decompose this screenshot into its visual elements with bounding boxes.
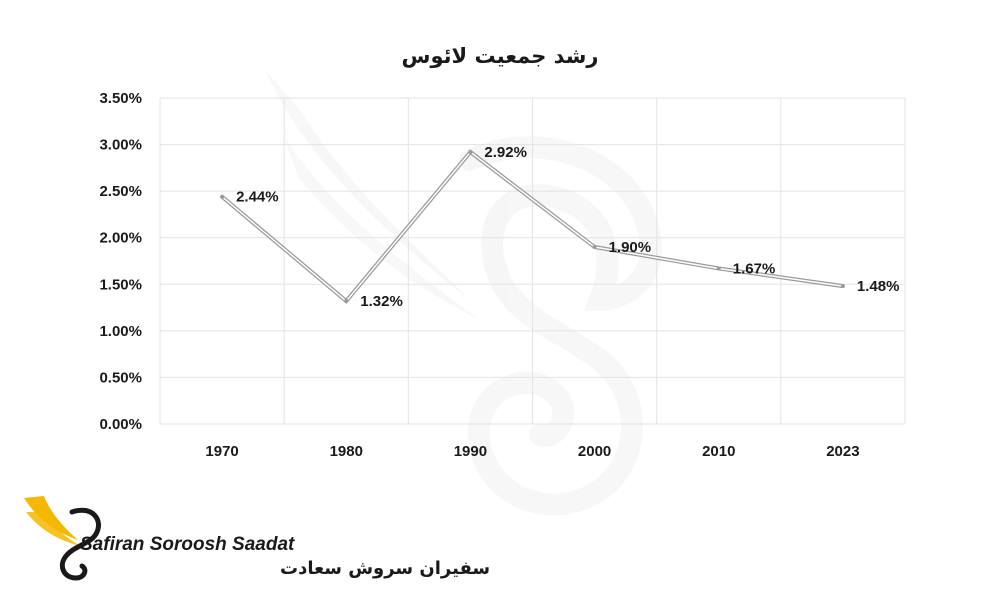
y-tick-label: 0.50% (99, 369, 142, 386)
x-tick-label: 1980 (330, 443, 363, 460)
data-label: 2.92% (484, 144, 527, 161)
data-label: 1.32% (360, 293, 403, 310)
brand-wing-icon (24, 496, 78, 540)
chart-title: رشد جمعیت لائوس (401, 44, 598, 68)
x-tick-label: 1990 (454, 443, 487, 460)
x-axis-ticks: 1970 1980 1990 2000 2010 2023 (205, 443, 859, 460)
brand-logo: Safiran Soroosh Saadat سفیران سروش سعادت (24, 496, 490, 581)
data-point (716, 266, 721, 271)
data-point (840, 284, 845, 289)
data-label: 2.44% (236, 189, 279, 206)
y-tick-label: 2.50% (99, 183, 142, 200)
brand-swan-icon (59, 507, 101, 581)
y-tick-label: 3.00% (99, 137, 142, 154)
brand-wing-icon (26, 512, 80, 546)
y-tick-label: 1.00% (99, 323, 142, 340)
watermark-bird-icon (265, 70, 662, 516)
x-tick-label: 2023 (826, 443, 859, 460)
data-label: 1.67% (733, 260, 776, 277)
data-label: 1.90% (609, 239, 652, 256)
x-tick-label: 2000 (578, 443, 611, 460)
y-tick-label: 3.50% (99, 90, 142, 107)
data-point (592, 245, 597, 250)
y-tick-label: 0.00% (99, 416, 142, 433)
data-point (220, 194, 225, 199)
data-labels: 2.44% 1.32% 2.92% 1.90% 1.67% 1.48% (236, 144, 899, 310)
y-tick-label: 2.00% (99, 230, 142, 247)
plot-grid (159, 97, 906, 425)
data-point (468, 150, 473, 155)
brand-name-fa: سفیران سروش سعادت (280, 558, 490, 579)
x-tick-label: 2010 (702, 443, 735, 460)
data-label: 1.48% (857, 278, 900, 295)
series-line (220, 149, 845, 304)
y-tick-label: 1.50% (99, 276, 142, 293)
x-tick-label: 1970 (205, 443, 238, 460)
data-point (344, 299, 349, 304)
brand-name-en: Safiran Soroosh Saadat (80, 534, 295, 555)
y-axis-ticks: 0.00% 0.50% 1.00% 1.50% 2.00% 2.50% 3.00% 3.50% (99, 90, 142, 433)
series-line-inner (221, 150, 844, 303)
